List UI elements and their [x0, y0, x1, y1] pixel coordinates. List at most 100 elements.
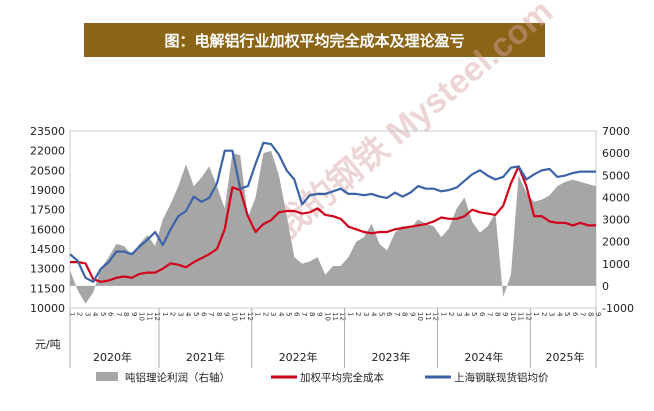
left-tick-label: 23500: [30, 125, 65, 138]
legend-price-label: 上海钢联现货铝均价: [454, 371, 549, 384]
month-label: 11: [238, 312, 246, 321]
month-label: 1: [532, 312, 540, 316]
month-label: 3: [548, 312, 556, 316]
month-label: 1: [68, 312, 76, 316]
series-line-price: [69, 141, 596, 283]
month-label: 5: [470, 312, 478, 316]
chart-title: 图：电解铝行业加权平均完全成本及理论盈亏: [84, 23, 545, 57]
month-label: 3: [269, 312, 277, 316]
right-tick-label: 7000: [602, 125, 630, 138]
month-label: 4: [277, 312, 285, 317]
month-label: 2: [76, 312, 84, 316]
month-label: 1: [346, 312, 354, 316]
month-label: 2: [169, 312, 177, 316]
right-tick-label: 4000: [602, 191, 630, 204]
month-label: 7: [486, 312, 494, 316]
month-label: 10: [138, 312, 146, 321]
year-label: 2020年: [93, 350, 132, 364]
year-label: 2024年: [464, 350, 503, 364]
legend-profit-label: 吨铝理论利润（右轴）: [125, 371, 230, 384]
month-label: 6: [107, 312, 115, 317]
right-tick-label: 0: [602, 280, 609, 293]
month-label: 11: [424, 312, 432, 321]
month-label: 12: [153, 312, 161, 321]
month-label: 10: [509, 312, 517, 321]
month-label: 7: [579, 312, 587, 316]
month-label: 4: [555, 312, 563, 317]
month-label: 2: [261, 312, 269, 316]
month-label: 9: [223, 312, 231, 316]
left-tick-label: 22000: [30, 145, 65, 158]
left-tick-label: 16000: [30, 223, 65, 236]
month-label: 12: [432, 312, 440, 321]
month-label: 12: [524, 312, 532, 321]
month-label: 9: [408, 312, 416, 316]
month-label: 1: [161, 312, 169, 316]
series-area-profit: [70, 150, 596, 304]
year-label: 2025年: [546, 350, 585, 364]
month-label: 5: [377, 312, 385, 316]
month-label: 9: [501, 312, 509, 316]
month-label: 6: [292, 312, 300, 317]
month-label: 3: [362, 312, 370, 316]
left-tick-label: 19000: [30, 184, 65, 197]
month-label: 8: [493, 312, 501, 316]
month-label: 6: [571, 312, 579, 317]
month-label: 1: [439, 312, 447, 316]
month-label: 5: [285, 312, 293, 316]
month-label: 8: [122, 312, 130, 316]
right-tick-label: 1000: [602, 258, 630, 271]
series-line-cost: [70, 165, 596, 283]
month-label: 4: [91, 312, 99, 317]
month-label: 7: [393, 312, 401, 316]
month-label: 12: [246, 312, 254, 321]
year-label: 2021年: [186, 350, 225, 364]
month-label: 2: [540, 312, 548, 316]
month-label: 7: [207, 312, 215, 316]
legend-cost-label: 加权平均完全成本: [300, 371, 384, 384]
month-label: 3: [83, 312, 91, 316]
month-label: 5: [99, 312, 107, 316]
right-tick-label: -1000: [602, 302, 634, 315]
year-label: 2023年: [372, 350, 411, 364]
month-label: 10: [416, 312, 424, 321]
month-label: 3: [176, 312, 184, 316]
month-label: 6: [478, 312, 486, 317]
month-label: 11: [517, 312, 525, 321]
month-label: 12: [339, 312, 347, 321]
left-axis-unit: 元/吨: [35, 338, 61, 351]
month-label: 9: [130, 312, 138, 316]
month-label: 1: [254, 312, 262, 316]
month-label: 2: [354, 312, 362, 316]
month-label: 8: [308, 312, 316, 316]
month-label: 6: [385, 312, 393, 317]
month-label: 4: [184, 312, 192, 317]
left-tick-label: 11500: [30, 282, 65, 295]
month-label: 8: [215, 312, 223, 316]
left-tick-label: 20500: [30, 164, 65, 177]
month-label: 9: [316, 312, 324, 316]
month-label: 6: [200, 312, 208, 317]
right-tick-label: 6000: [602, 147, 630, 160]
month-label: 10: [230, 312, 238, 321]
month-label: 4: [370, 312, 378, 317]
month-label: 2: [447, 312, 455, 316]
right-tick-label: 5000: [602, 169, 630, 182]
left-tick-label: 14500: [30, 243, 65, 256]
month-label: 11: [145, 312, 153, 321]
month-label: 11: [331, 312, 339, 321]
right-tick-label: 3000: [602, 214, 630, 227]
month-label: 7: [300, 312, 308, 316]
left-tick-label: 17500: [30, 204, 65, 217]
left-tick-label: 13000: [30, 263, 65, 276]
right-tick-label: 2000: [602, 236, 630, 249]
legend-profit-swatch: [96, 372, 118, 381]
month-label: 8: [401, 312, 409, 316]
month-label: 5: [192, 312, 200, 316]
month-label: 8: [586, 312, 594, 316]
month-label: 9: [594, 312, 602, 316]
month-label: 5: [563, 312, 571, 316]
year-label: 2022年: [279, 350, 318, 364]
month-label: 3: [455, 312, 463, 316]
